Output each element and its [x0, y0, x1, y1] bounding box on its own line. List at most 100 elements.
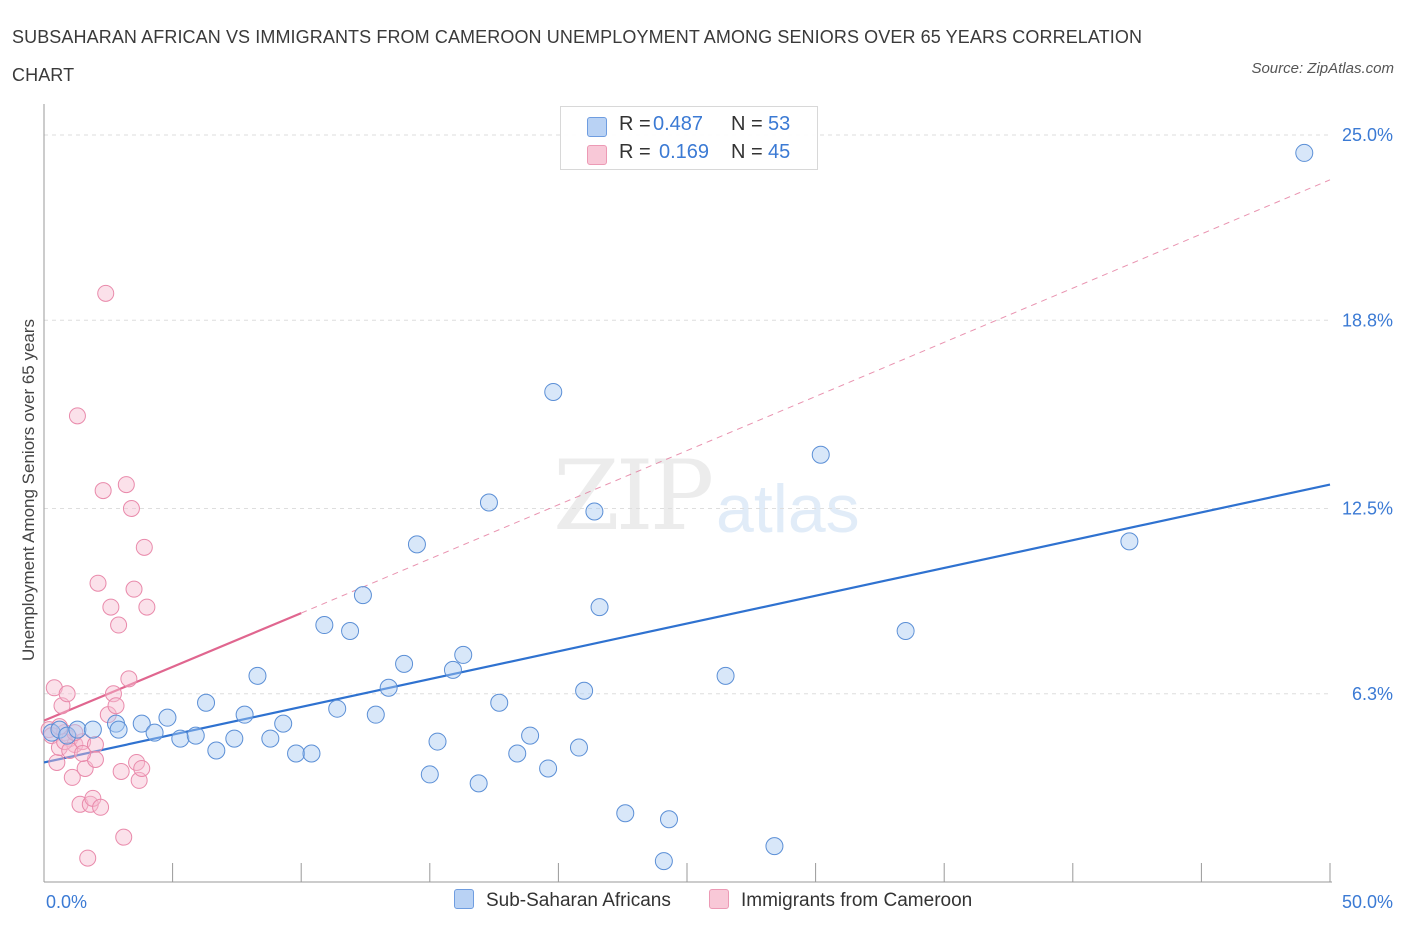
point-subsaharan	[208, 742, 225, 759]
trend-line-subsaharan	[44, 485, 1330, 763]
point-subsaharan	[275, 715, 292, 732]
point-subsaharan	[84, 721, 101, 738]
point-subsaharan	[288, 745, 305, 762]
point-subsaharan	[354, 587, 371, 604]
point-subsaharan	[110, 721, 127, 738]
y-tick-label: 25.0%	[1342, 125, 1393, 145]
point-subsaharan	[591, 599, 608, 616]
legend-r-label: R =	[619, 141, 651, 164]
legend-r-label: R =	[619, 113, 651, 136]
x-tick-label: 0.0%	[46, 892, 87, 912]
point-subsaharan	[897, 623, 914, 640]
bottom-legend-swatch-blue	[454, 889, 474, 909]
point-cameroon	[113, 763, 129, 779]
point-subsaharan	[262, 730, 279, 747]
point-subsaharan	[316, 617, 333, 634]
point-subsaharan	[660, 811, 677, 828]
y-tick-label: 6.3%	[1352, 684, 1393, 704]
point-subsaharan	[429, 733, 446, 750]
point-cameroon	[134, 760, 150, 776]
point-subsaharan	[540, 760, 557, 777]
point-subsaharan	[491, 694, 508, 711]
point-subsaharan	[480, 494, 497, 511]
axes	[44, 104, 1332, 882]
point-subsaharan	[69, 721, 86, 738]
point-cameroon	[108, 698, 124, 714]
point-subsaharan	[570, 739, 587, 756]
stats-legend: R = 0.487 N = 53 R = 0.169 N = 45	[560, 106, 818, 170]
x-tick-label: 50.0%	[1342, 892, 1393, 912]
legend-swatch-blue	[587, 117, 607, 137]
bottom-legend-cameroon: Immigrants from Cameroon	[709, 889, 972, 912]
point-subsaharan	[146, 724, 163, 741]
grid-lines	[44, 135, 1332, 694]
point-subsaharan	[576, 682, 593, 699]
point-subsaharan	[187, 727, 204, 744]
legend-r-value: 0.169	[659, 141, 709, 164]
point-subsaharan	[172, 730, 189, 747]
point-subsaharan	[717, 667, 734, 684]
point-cameroon	[75, 746, 91, 762]
y-axis-label: Unemployment Among Seniors over 65 years	[19, 319, 39, 661]
point-subsaharan	[236, 706, 253, 723]
point-subsaharan	[329, 700, 346, 717]
point-subsaharan	[408, 536, 425, 553]
point-cameroon	[116, 829, 132, 845]
point-subsaharan	[303, 745, 320, 762]
point-cameroon	[49, 754, 65, 770]
legend-n-label: N =	[731, 113, 763, 136]
point-cameroon	[98, 285, 114, 301]
point-subsaharan	[617, 805, 634, 822]
y-tick-label: 12.5%	[1342, 499, 1393, 519]
point-cameroon	[93, 799, 109, 815]
point-subsaharan	[396, 655, 413, 672]
point-subsaharan	[470, 775, 487, 792]
trend-lines	[44, 180, 1330, 763]
point-cameroon	[123, 501, 139, 517]
point-cameroon	[136, 539, 152, 555]
point-cameroon	[126, 581, 142, 597]
legend-n-value: 53	[768, 113, 790, 136]
bottom-legend-label-pink: Immigrants from Cameroon	[741, 890, 972, 911]
point-subsaharan	[159, 709, 176, 726]
point-subsaharan	[522, 727, 539, 744]
point-cameroon	[139, 599, 155, 615]
tick-labels: 6.3% 12.5% 18.8% 25.0% 0.0% 50.0%	[46, 125, 1393, 912]
y-tick-label: 18.8%	[1342, 310, 1393, 330]
point-subsaharan	[198, 694, 215, 711]
point-cameroon	[69, 408, 85, 424]
point-subsaharan	[367, 706, 384, 723]
point-subsaharan	[766, 838, 783, 855]
point-subsaharan	[1121, 533, 1138, 550]
point-subsaharan	[455, 646, 472, 663]
point-cameroon	[80, 850, 96, 866]
bottom-legend-swatch-pink	[709, 889, 729, 909]
point-subsaharan	[342, 623, 359, 640]
point-subsaharan	[509, 745, 526, 762]
point-subsaharan	[444, 661, 461, 678]
data-points	[41, 144, 1313, 869]
legend-n-label: N =	[731, 141, 763, 164]
point-subsaharan	[812, 446, 829, 463]
point-subsaharan	[249, 667, 266, 684]
point-subsaharan	[380, 679, 397, 696]
point-cameroon	[121, 671, 137, 687]
point-subsaharan	[226, 730, 243, 747]
point-subsaharan	[421, 766, 438, 783]
point-subsaharan	[545, 383, 562, 400]
trend-line-cameroon	[44, 613, 301, 721]
point-cameroon	[95, 483, 111, 499]
legend-n-value: 45	[768, 141, 790, 164]
legend-swatch-pink	[587, 145, 607, 165]
point-subsaharan	[655, 853, 672, 870]
point-cameroon	[111, 617, 127, 633]
trend-line-cameroon-extended	[301, 180, 1330, 613]
point-cameroon	[59, 686, 75, 702]
point-cameroon	[118, 477, 134, 493]
bottom-legend-label-blue: Sub-Saharan Africans	[486, 890, 671, 911]
point-cameroon	[90, 575, 106, 591]
point-cameroon	[103, 599, 119, 615]
legend-r-value: 0.487	[653, 113, 703, 136]
bottom-legend-subsaharan: Sub-Saharan Africans	[454, 889, 671, 912]
point-subsaharan	[586, 503, 603, 520]
